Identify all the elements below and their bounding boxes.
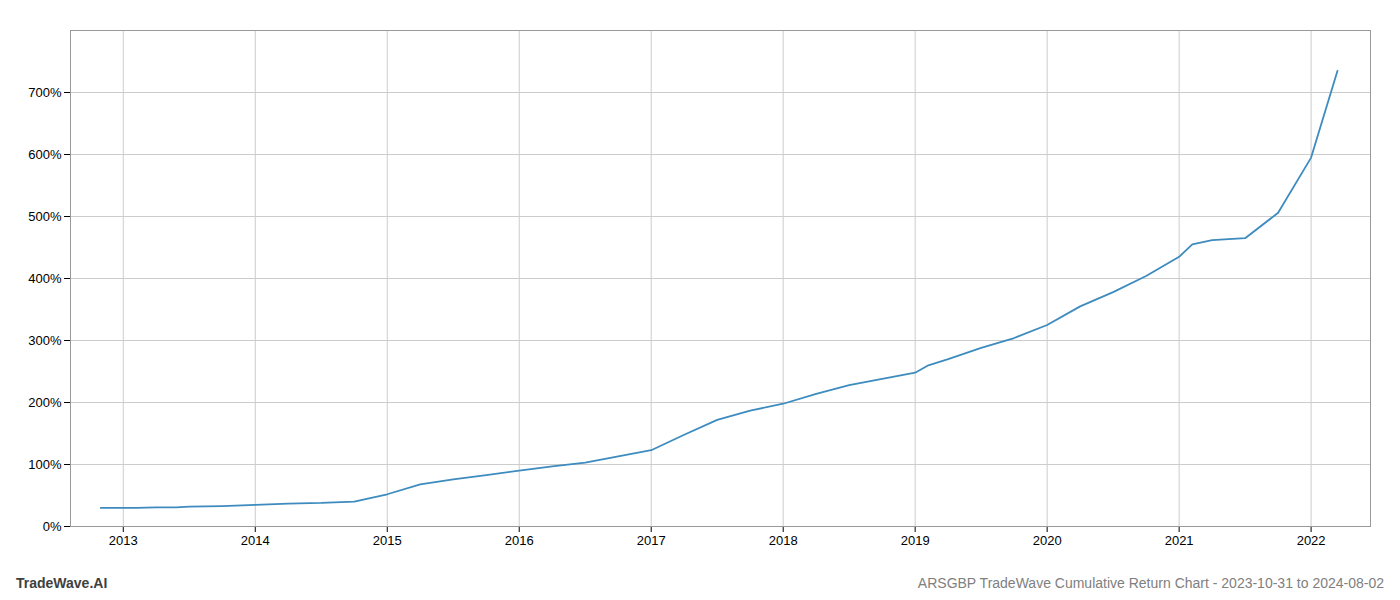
svg-text:100%: 100%	[28, 457, 62, 472]
svg-text:2014: 2014	[241, 533, 270, 548]
svg-text:2013: 2013	[109, 533, 138, 548]
svg-text:600%: 600%	[28, 147, 62, 162]
svg-text:0%: 0%	[43, 519, 62, 534]
svg-text:2021: 2021	[1165, 533, 1194, 548]
svg-text:2018: 2018	[769, 533, 798, 548]
svg-text:400%: 400%	[28, 271, 62, 286]
svg-text:200%: 200%	[28, 395, 62, 410]
svg-text:700%: 700%	[28, 85, 62, 100]
svg-text:2020: 2020	[1033, 533, 1062, 548]
svg-text:2017: 2017	[637, 533, 666, 548]
html-text:ARSGBP TradeWave Cumulative Re: ARSGBP TradeWave Cumulative Return Chart…	[917, 575, 1384, 591]
svg-text:2016: 2016	[505, 533, 534, 548]
svg-text:2022: 2022	[1297, 533, 1326, 548]
svg-text:2019: 2019	[901, 533, 930, 548]
svg-text:300%: 300%	[28, 333, 62, 348]
svg-text:500%: 500%	[28, 209, 62, 224]
svg-text:2015: 2015	[373, 533, 402, 548]
html-text:TradeWave.AI: TradeWave.AI	[16, 575, 108, 591]
